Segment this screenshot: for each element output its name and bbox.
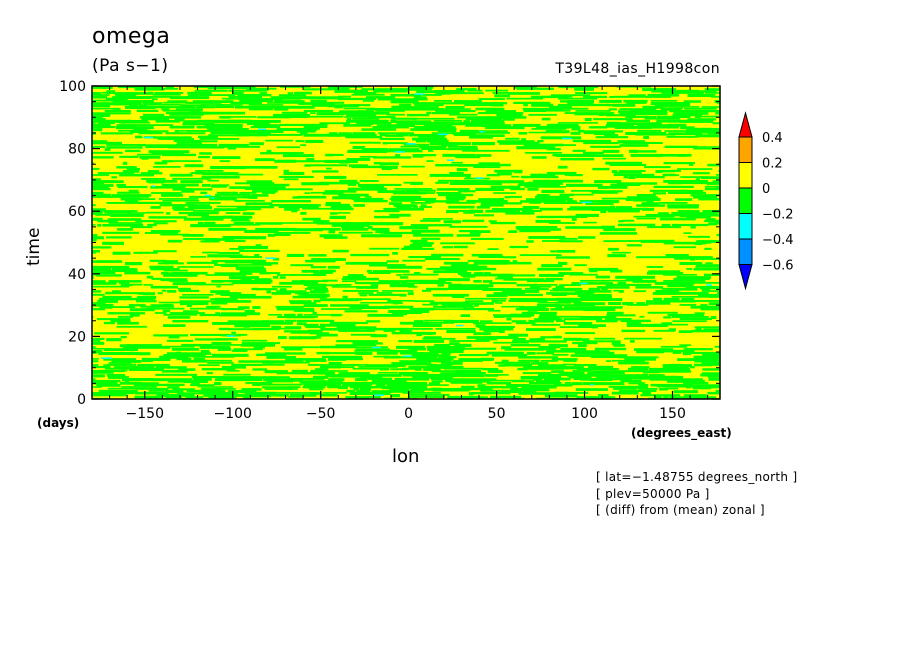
y-tick-label: 40 bbox=[68, 267, 86, 283]
y-axis-unit: (days) bbox=[37, 416, 80, 430]
note-latitude: [ lat=−1.48755 degrees_north ] bbox=[596, 470, 798, 484]
x-tick-label: 0 bbox=[404, 406, 413, 422]
colorbar-bin-top bbox=[738, 111, 753, 138]
y-tick-label: 80 bbox=[68, 142, 86, 158]
colorbar-bin bbox=[738, 238, 753, 265]
colorbar-label: −0.4 bbox=[762, 233, 794, 248]
field-negative-bin bbox=[92, 86, 720, 399]
y-tick-label: 100 bbox=[59, 79, 86, 95]
colorbar-label: 0.2 bbox=[762, 157, 783, 172]
x-tick-label: −100 bbox=[214, 406, 252, 422]
x-axis-unit: (degrees_east) bbox=[631, 426, 732, 440]
y-tick-label: 60 bbox=[68, 204, 86, 220]
colorbar-label: −0.2 bbox=[762, 208, 794, 223]
colorbar-bin bbox=[738, 162, 753, 189]
colorbar-bin bbox=[738, 136, 753, 163]
x-tick-label: 50 bbox=[488, 406, 506, 422]
note-pressure-level: [ plev=50000 Pa ] bbox=[596, 487, 710, 501]
colorbar-label: −0.6 bbox=[762, 259, 794, 274]
colorbar: 0.4 0.2 0 −0.2 −0.4 −0.6 bbox=[738, 111, 794, 291]
x-tick-label: −150 bbox=[126, 406, 164, 422]
y-tick-label: 20 bbox=[68, 329, 86, 345]
chart-title: omega bbox=[92, 24, 171, 49]
colorbar-label: 0 bbox=[762, 182, 770, 197]
plot-area bbox=[92, 86, 720, 399]
x-tick-label: −50 bbox=[306, 406, 336, 422]
x-axis-label: lon bbox=[392, 446, 420, 467]
colorbar-bin bbox=[738, 187, 753, 214]
field-cyan-bin bbox=[101, 93, 712, 396]
omega-field bbox=[92, 86, 720, 399]
note-diff: [ (diff) from (mean) zonal ] bbox=[596, 503, 765, 517]
x-tick-label: 100 bbox=[571, 406, 598, 422]
colorbar-label: 0.4 bbox=[762, 131, 783, 146]
colorbar-bin-bottom bbox=[738, 264, 753, 291]
y-tick-label: 0 bbox=[77, 392, 86, 408]
colorbar-bin bbox=[738, 213, 753, 240]
chart-units: (Pa s−1) bbox=[92, 56, 169, 76]
axes: −150 −100 −50 0 50 100 150 0 20 40 60 80 100 bbox=[59, 79, 721, 422]
run-name: T39L48_ias_H1998con bbox=[555, 61, 720, 77]
x-tick-label: 150 bbox=[659, 406, 686, 422]
